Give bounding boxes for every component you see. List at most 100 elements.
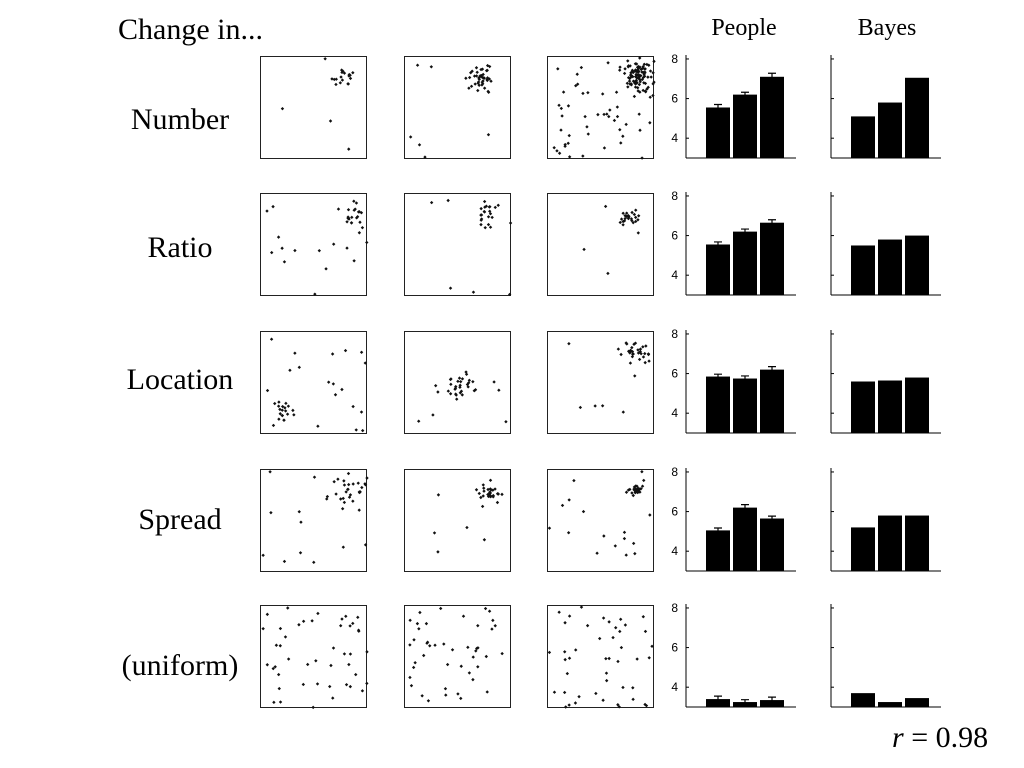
scatter-dot (634, 80, 639, 85)
scatter-dot (286, 657, 291, 661)
bar-3 (760, 222, 784, 295)
scatter-dot (628, 73, 633, 77)
scatter-dot (271, 204, 275, 209)
scatter-dot (433, 643, 437, 647)
scatter-dot (487, 64, 492, 69)
scatter-dot (436, 493, 441, 497)
scatter-dot (490, 215, 494, 220)
scatter-dot (365, 650, 369, 654)
scatter-dot (604, 678, 609, 683)
error-bar-2 (741, 504, 749, 512)
scatter-dot (640, 470, 644, 474)
scatter-dot (567, 703, 571, 707)
bar-3 (905, 377, 929, 433)
bar-2 (878, 102, 902, 158)
scatter-dot (278, 644, 282, 648)
scatter-dot (471, 677, 475, 682)
scatter-dot (641, 64, 645, 69)
scatter-dot (360, 428, 365, 433)
scatter-dot (603, 204, 608, 209)
scatter-dot (618, 617, 623, 621)
scatter-dot (646, 75, 650, 79)
scatter-dot (652, 80, 656, 84)
scatter-dot (596, 112, 600, 117)
bar-1 (851, 381, 875, 433)
scatter-dot (575, 72, 579, 76)
scatter-dot (298, 551, 303, 555)
scatter-dot (288, 368, 292, 372)
scatter-dot (278, 700, 283, 704)
scatter-dot (459, 389, 464, 393)
scatter-dot (643, 351, 647, 356)
scatter-dot (363, 543, 368, 547)
scatter-dot (563, 621, 567, 625)
scatter-dot (636, 214, 641, 218)
bar-chart-bayes-ratio (805, 192, 945, 307)
scatter-dot (292, 413, 296, 417)
error-bar-3 (768, 696, 776, 704)
scatter-dot (635, 488, 640, 493)
scatter-dot (301, 682, 306, 687)
bar-1 (706, 244, 730, 295)
scatter-dot (562, 690, 567, 695)
scatter-plot (432, 478, 504, 554)
scatter-dot (265, 663, 270, 667)
scatter-dot (640, 156, 644, 160)
scatter-dot (626, 64, 631, 68)
scatter-dot (595, 551, 599, 555)
scatter-dot (632, 342, 636, 346)
scatter-panel-ratio-2 (404, 193, 513, 297)
scatter-dot (305, 662, 310, 667)
scatter-dot (637, 73, 641, 77)
scatter-dot (448, 286, 453, 290)
scatter-dot (602, 146, 607, 150)
scatter-dot (507, 292, 512, 297)
scatter-dot (310, 619, 314, 623)
scatter-dot (261, 553, 265, 557)
scatter-dot (473, 82, 477, 86)
scatter-dot (632, 94, 637, 99)
scatter-dot (412, 638, 416, 642)
scatter-dot (574, 83, 578, 88)
scatter-dot (348, 684, 353, 689)
scatter-dot (443, 686, 448, 691)
error-bar-2 (741, 91, 749, 98)
scatter-dot (342, 483, 347, 487)
scatter-dot (265, 388, 270, 393)
scatter-dot (467, 378, 472, 383)
scatter-dot (496, 203, 500, 207)
scatter-dot (631, 70, 636, 74)
scatter-dot (466, 645, 470, 650)
scatter-dot (621, 685, 625, 690)
scatter-panel-location-1 (260, 331, 367, 434)
scatter-dot (449, 377, 453, 381)
scatter-dot (641, 615, 646, 619)
row-label-spread: Spread (138, 503, 222, 536)
scatter-dot (484, 654, 488, 659)
scatter-dot (352, 208, 356, 212)
scatter-dot (560, 503, 565, 508)
scatter-dot (638, 90, 642, 94)
scatter-dot (280, 404, 285, 409)
scatter-dot (622, 71, 627, 76)
scatter-dot (583, 114, 587, 119)
bar-1 (851, 693, 875, 707)
scatter-dot (359, 410, 364, 414)
scatter-dot (631, 541, 636, 546)
scatter-plot (567, 341, 651, 414)
bar-1 (851, 527, 875, 571)
scatter-dot (415, 63, 420, 67)
scatter-dot (464, 370, 468, 374)
scatter-dot (359, 211, 364, 215)
scatter-dot (647, 63, 651, 67)
scatter-dot (469, 71, 473, 75)
bar-1 (706, 376, 730, 433)
scatter-dot (624, 122, 628, 127)
bar-3 (905, 698, 929, 707)
scatter-dot (282, 260, 287, 264)
scatter-dot (482, 86, 487, 90)
scatter-dot (342, 71, 347, 75)
scatter-dot (477, 77, 481, 81)
scatter-dot (269, 337, 274, 341)
scatter-dot (651, 82, 655, 86)
